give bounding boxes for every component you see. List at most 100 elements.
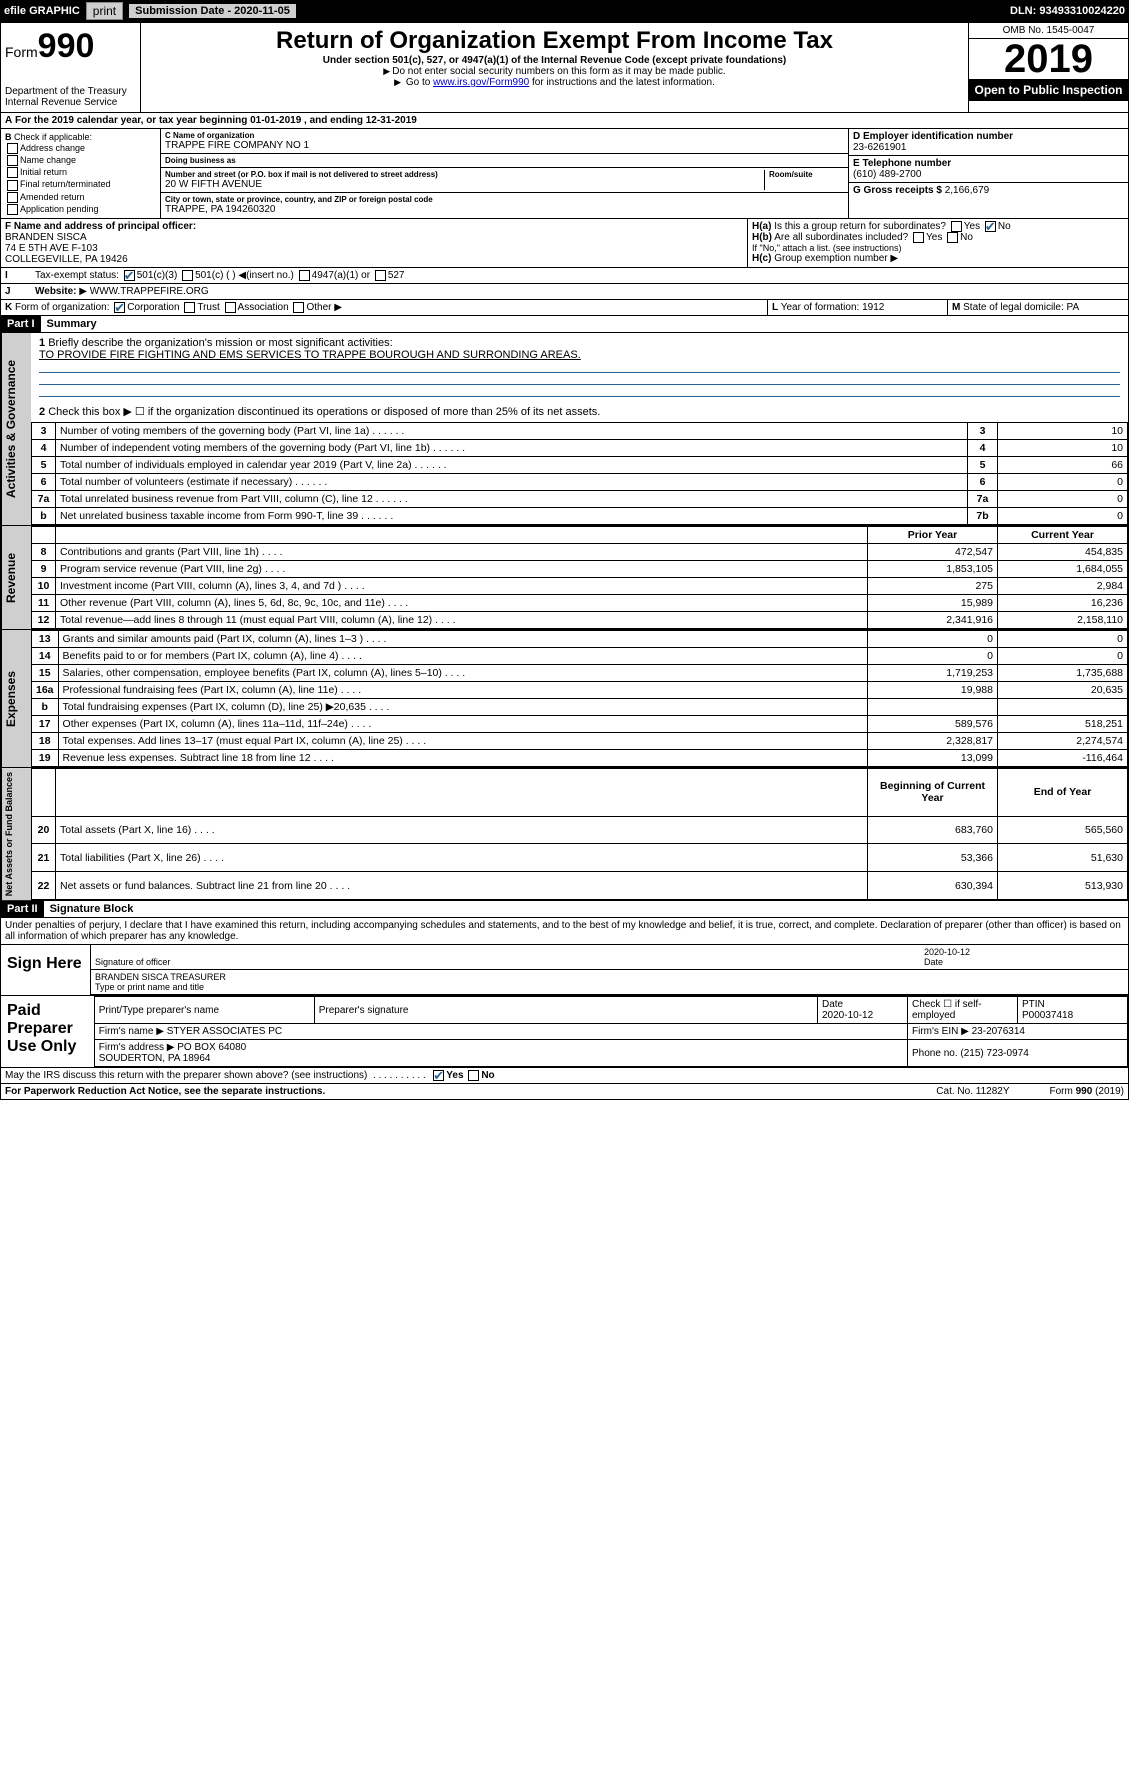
chk-final-return[interactable]	[7, 180, 18, 191]
opt-insert: (insert no.)	[246, 270, 294, 281]
part1-body: Activities & Governance 1 Briefly descri…	[0, 333, 1129, 526]
chk-other[interactable]	[293, 302, 304, 313]
b-item-2: Initial return	[20, 167, 67, 177]
officer-name: BRANDEN SISCA	[5, 232, 743, 243]
tab-expenses: Expenses	[1, 630, 31, 767]
part2-hdr: Part II	[1, 901, 44, 917]
pra-notice: For Paperwork Reduction Act Notice, see …	[5, 1086, 325, 1097]
chk-ha-no[interactable]	[985, 221, 996, 232]
opt-501c3: 501(c)(3)	[137, 270, 178, 281]
chk-trust[interactable]	[184, 302, 195, 313]
chk-ha-yes[interactable]	[951, 221, 962, 232]
col-b: B Check if applicable: Address change Na…	[1, 129, 161, 218]
cat-no: Cat. No. 11282Y	[936, 1086, 1009, 1097]
chk-discuss-yes[interactable]	[433, 1070, 444, 1081]
efile-label: efile GRAPHIC	[4, 5, 80, 17]
sig-date: 2020-10-12	[924, 947, 1124, 957]
id-block: B Check if applicable: Address change Na…	[0, 129, 1129, 219]
date-lbl: Date	[924, 957, 943, 967]
sig-officer-lbl: Signature of officer	[95, 957, 170, 967]
year-formation: 1912	[862, 302, 884, 313]
form-footer: Form 990 (2019)	[1050, 1086, 1125, 1097]
topbar: efile GRAPHIC print Submission Date - 20…	[0, 0, 1129, 22]
chk-501c[interactable]	[182, 270, 193, 281]
q2: Check this box ▶ ☐ if the organization d…	[48, 406, 600, 418]
chk-discuss-no[interactable]	[468, 1070, 479, 1081]
chk-corp[interactable]	[114, 302, 125, 313]
firm-name: STYER ASSOCIATES PC	[167, 1026, 282, 1037]
opt-501c: 501(c) ( )	[195, 270, 236, 281]
tab-governance: Activities & Governance	[1, 333, 31, 525]
phone-lbl: E Telephone number	[853, 158, 1124, 169]
chk-name-change[interactable]	[7, 155, 18, 166]
goto-post: for instructions and the latest informat…	[532, 77, 715, 88]
opt-4947: 4947(a)(1) or	[312, 270, 370, 281]
revenue-section: Revenue Prior YearCurrent Year 8Contribu…	[0, 526, 1129, 630]
discuss-text: May the IRS discuss this return with the…	[5, 1070, 367, 1081]
form-title: Return of Organization Exempt From Incom…	[145, 27, 964, 55]
chk-4947[interactable]	[299, 270, 310, 281]
discuss-row: May the IRS discuss this return with the…	[0, 1068, 1129, 1084]
org-name: TRAPPE FIRE COMPANY NO 1	[165, 140, 844, 151]
chk-initial-return[interactable]	[7, 167, 18, 178]
chk-501c3[interactable]	[124, 270, 135, 281]
chk-assoc[interactable]	[225, 302, 236, 313]
perjury: Under penalties of perjury, I declare th…	[0, 918, 1129, 945]
chk-address-change[interactable]	[7, 143, 18, 154]
tab-net-assets: Net Assets or Fund Balances	[1, 768, 31, 900]
sign-here-block: Sign Here Signature of officer 2020-10-1…	[0, 945, 1129, 996]
part1-hdr: Part I	[1, 316, 41, 332]
print-button[interactable]: print	[86, 2, 123, 20]
part2-subtitle: Signature Block	[44, 901, 140, 917]
prep-name-lbl: Print/Type preparer's name	[94, 997, 314, 1024]
preparer-table: Print/Type preparer's name Preparer's si…	[94, 996, 1128, 1067]
i-lbl: Tax-exempt status:	[35, 270, 119, 281]
b-item-5: Application pending	[20, 204, 99, 214]
room-lbl: Room/suite	[769, 170, 844, 179]
firm-ein-lbl: Firm's EIN	[912, 1026, 958, 1037]
tax-year: 2019	[969, 39, 1128, 79]
officer-addr2: COLLEGEVILLE, PA 19426	[5, 254, 743, 265]
website: WWW.TRAPPEFIRE.ORG	[90, 286, 209, 297]
row-a-text: For the 2019 calendar year, or tax year …	[15, 115, 417, 126]
dept-treasury: Department of the Treasury Internal Reve…	[5, 86, 136, 108]
officer-print-name: BRANDEN SISCA TREASURER	[95, 972, 1124, 982]
hdr-end-year: End of Year	[998, 769, 1128, 817]
b-item-4: Amended return	[20, 192, 85, 202]
col-c: C Name of organization TRAPPE FIRE COMPA…	[161, 129, 848, 218]
q1-lbl: Briefly describe the organization's miss…	[48, 337, 392, 349]
chk-hb-yes[interactable]	[913, 232, 924, 243]
chk-amended[interactable]	[7, 192, 18, 203]
firm-ein: 23-2076314	[972, 1026, 1025, 1037]
b-label: Check if applicable:	[14, 132, 92, 142]
dln: DLN: 93493310024220	[1010, 5, 1125, 17]
gross-lbl: G Gross receipts $	[853, 185, 942, 196]
prep-sig-lbl: Preparer's signature	[314, 997, 817, 1024]
ptin: P00037418	[1022, 1010, 1073, 1021]
m-lbl: State of legal domicile:	[963, 302, 1064, 313]
part1-subtitle: Summary	[41, 316, 103, 332]
chk-app-pending[interactable]	[7, 204, 18, 215]
chk-527[interactable]	[375, 270, 386, 281]
b-item-0: Address change	[20, 143, 85, 153]
prep-date: 2020-10-12	[822, 1010, 873, 1021]
prep-phone-lbl: Phone no.	[912, 1048, 958, 1059]
irs-link[interactable]: www.irs.gov/Form990	[433, 77, 529, 88]
hdr-prior-year: Prior Year	[868, 527, 998, 544]
gov-table: 3Number of voting members of the governi…	[31, 422, 1128, 525]
chk-hb-no[interactable]	[947, 232, 958, 243]
opt-corp: Corporation	[127, 302, 179, 313]
form-header: Form990 Department of the Treasury Inter…	[0, 22, 1129, 113]
hb-text: Are all subordinates included?	[774, 232, 908, 243]
sign-here-lbl: Sign Here	[1, 945, 91, 995]
row-j: J Website: ▶ WWW.TRAPPEFIRE.ORG	[0, 284, 1129, 300]
firm-addr-lbl: Firm's address	[99, 1042, 164, 1053]
hb-note: If "No," attach a list. (see instruction…	[752, 243, 1124, 253]
exp-table: 13Grants and similar amounts paid (Part …	[31, 630, 1128, 767]
opt-trust: Trust	[197, 302, 219, 313]
tab-revenue: Revenue	[1, 526, 31, 629]
state-domicile: PA	[1067, 302, 1080, 313]
col-d: D Employer identification number 23-6261…	[848, 129, 1128, 218]
type-name-lbl: Type or print name and title	[95, 982, 204, 992]
mission: TO PROVIDE FIRE FIGHTING AND EMS SERVICE…	[39, 349, 581, 361]
